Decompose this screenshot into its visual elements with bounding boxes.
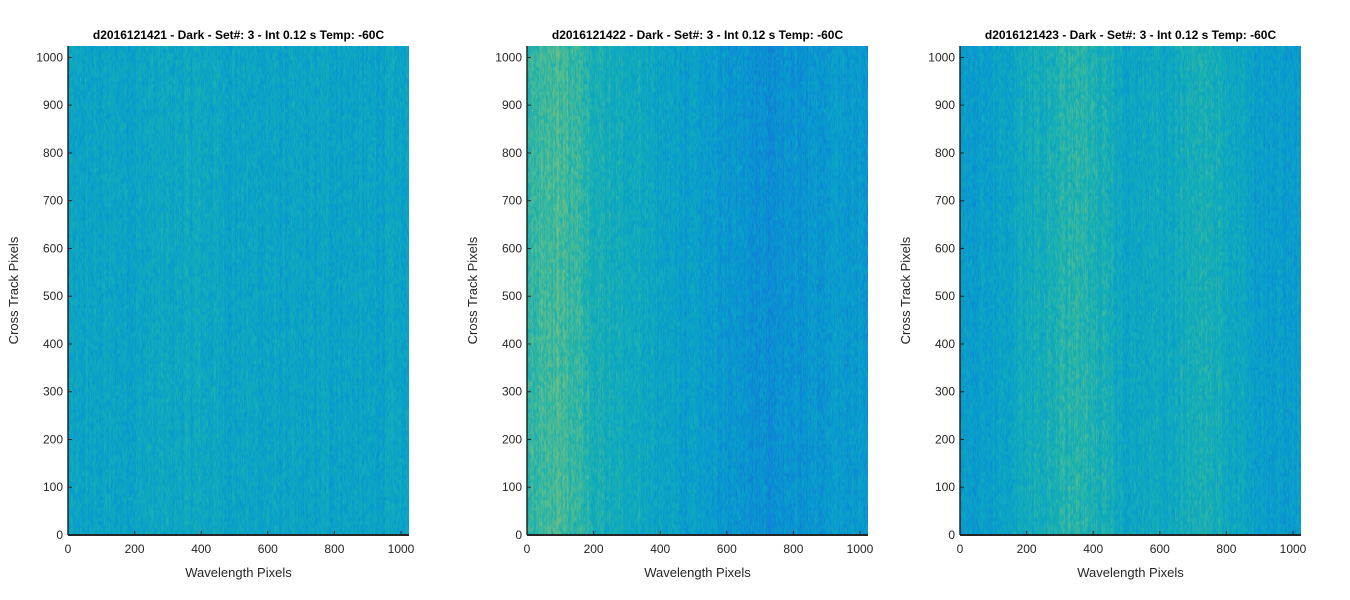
panel-1: 0 200 400 600 800 1000 0 100 200 300 400 500 600 700 8… bbox=[6, 28, 415, 580]
y-tick-label: 200 bbox=[502, 432, 522, 446]
y-tick-label: 300 bbox=[502, 385, 522, 399]
panel-title: d2016121421 - Dark - Set#: 3 - Int 0.12 … bbox=[93, 28, 385, 42]
x-tick-label: 0 bbox=[524, 542, 531, 556]
x-axis-label: Wavelength Pixels bbox=[1077, 565, 1184, 580]
y-tick-label: 1000 bbox=[36, 50, 63, 64]
x-tick-label: 1000 bbox=[847, 542, 874, 556]
x-tick-label: 200 bbox=[584, 542, 604, 556]
y-tick-label: 700 bbox=[935, 194, 955, 208]
x-axis-label: Wavelength Pixels bbox=[644, 565, 751, 580]
y-tick-label: 100 bbox=[43, 480, 63, 494]
y-tick-label: 100 bbox=[502, 480, 522, 494]
y-tick-label: 900 bbox=[43, 98, 63, 112]
y-tick-label: 1000 bbox=[495, 50, 522, 64]
x-tick-label: 400 bbox=[650, 542, 670, 556]
panel-title: d2016121423 - Dark - Set#: 3 - Int 0.12 … bbox=[985, 28, 1277, 42]
panel-3: 0 200 400 600 800 1000 0 100 200 300 400 500 600 700 8… bbox=[898, 28, 1307, 580]
y-tick-label: 400 bbox=[43, 337, 63, 351]
y-tick-label: 1000 bbox=[928, 50, 955, 64]
x-tick-label: 600 bbox=[258, 542, 278, 556]
y-tick-label: 300 bbox=[935, 385, 955, 399]
panel-2: 0 200 400 600 800 1000 0 100 200 300 400 500 600 700 8… bbox=[465, 28, 874, 580]
x-tick-label: 200 bbox=[1017, 542, 1037, 556]
y-tick-label: 400 bbox=[502, 337, 522, 351]
x-tick-label: 0 bbox=[65, 542, 72, 556]
x-tick-label: 800 bbox=[783, 542, 803, 556]
y-tick-label: 500 bbox=[43, 289, 63, 303]
x-tick-label: 800 bbox=[1216, 542, 1236, 556]
heatmap-image bbox=[960, 46, 1301, 535]
y-tick-label: 300 bbox=[43, 385, 63, 399]
y-tick-label: 500 bbox=[502, 289, 522, 303]
y-tick-label: 900 bbox=[935, 98, 955, 112]
x-tick-label: 600 bbox=[1150, 542, 1170, 556]
y-tick-label: 200 bbox=[43, 432, 63, 446]
y-tick-label: 800 bbox=[935, 146, 955, 160]
x-tick-label: 0 bbox=[957, 542, 964, 556]
heatmap-image bbox=[527, 46, 868, 535]
y-tick-label: 800 bbox=[43, 146, 63, 160]
y-axis-label: Cross Track Pixels bbox=[898, 236, 913, 344]
x-tick-label: 600 bbox=[717, 542, 737, 556]
x-tick-label: 800 bbox=[324, 542, 344, 556]
y-tick-label: 0 bbox=[515, 528, 522, 542]
y-tick-label: 700 bbox=[43, 194, 63, 208]
y-tick-label: 0 bbox=[56, 528, 63, 542]
y-axis-label: Cross Track Pixels bbox=[465, 236, 480, 344]
y-tick-label: 0 bbox=[948, 528, 955, 542]
y-tick-label: 600 bbox=[502, 241, 522, 255]
y-tick-label: 200 bbox=[935, 432, 955, 446]
y-axis-label: Cross Track Pixels bbox=[6, 236, 21, 344]
x-tick-label: 400 bbox=[1083, 542, 1103, 556]
y-tick-label: 100 bbox=[935, 480, 955, 494]
x-tick-label: 1000 bbox=[388, 542, 415, 556]
y-tick-label: 500 bbox=[935, 289, 955, 303]
heatmap-image bbox=[68, 46, 409, 535]
x-tick-label: 200 bbox=[125, 542, 145, 556]
x-tick-label: 1000 bbox=[1280, 542, 1307, 556]
x-tick-label: 400 bbox=[191, 542, 211, 556]
y-tick-label: 900 bbox=[502, 98, 522, 112]
y-tick-label: 600 bbox=[935, 241, 955, 255]
y-tick-label: 700 bbox=[502, 194, 522, 208]
y-tick-label: 400 bbox=[935, 337, 955, 351]
x-axis-label: Wavelength Pixels bbox=[185, 565, 292, 580]
y-tick-label: 600 bbox=[43, 241, 63, 255]
y-tick-label: 800 bbox=[502, 146, 522, 160]
panel-title: d2016121422 - Dark - Set#: 3 - Int 0.12 … bbox=[552, 28, 844, 42]
